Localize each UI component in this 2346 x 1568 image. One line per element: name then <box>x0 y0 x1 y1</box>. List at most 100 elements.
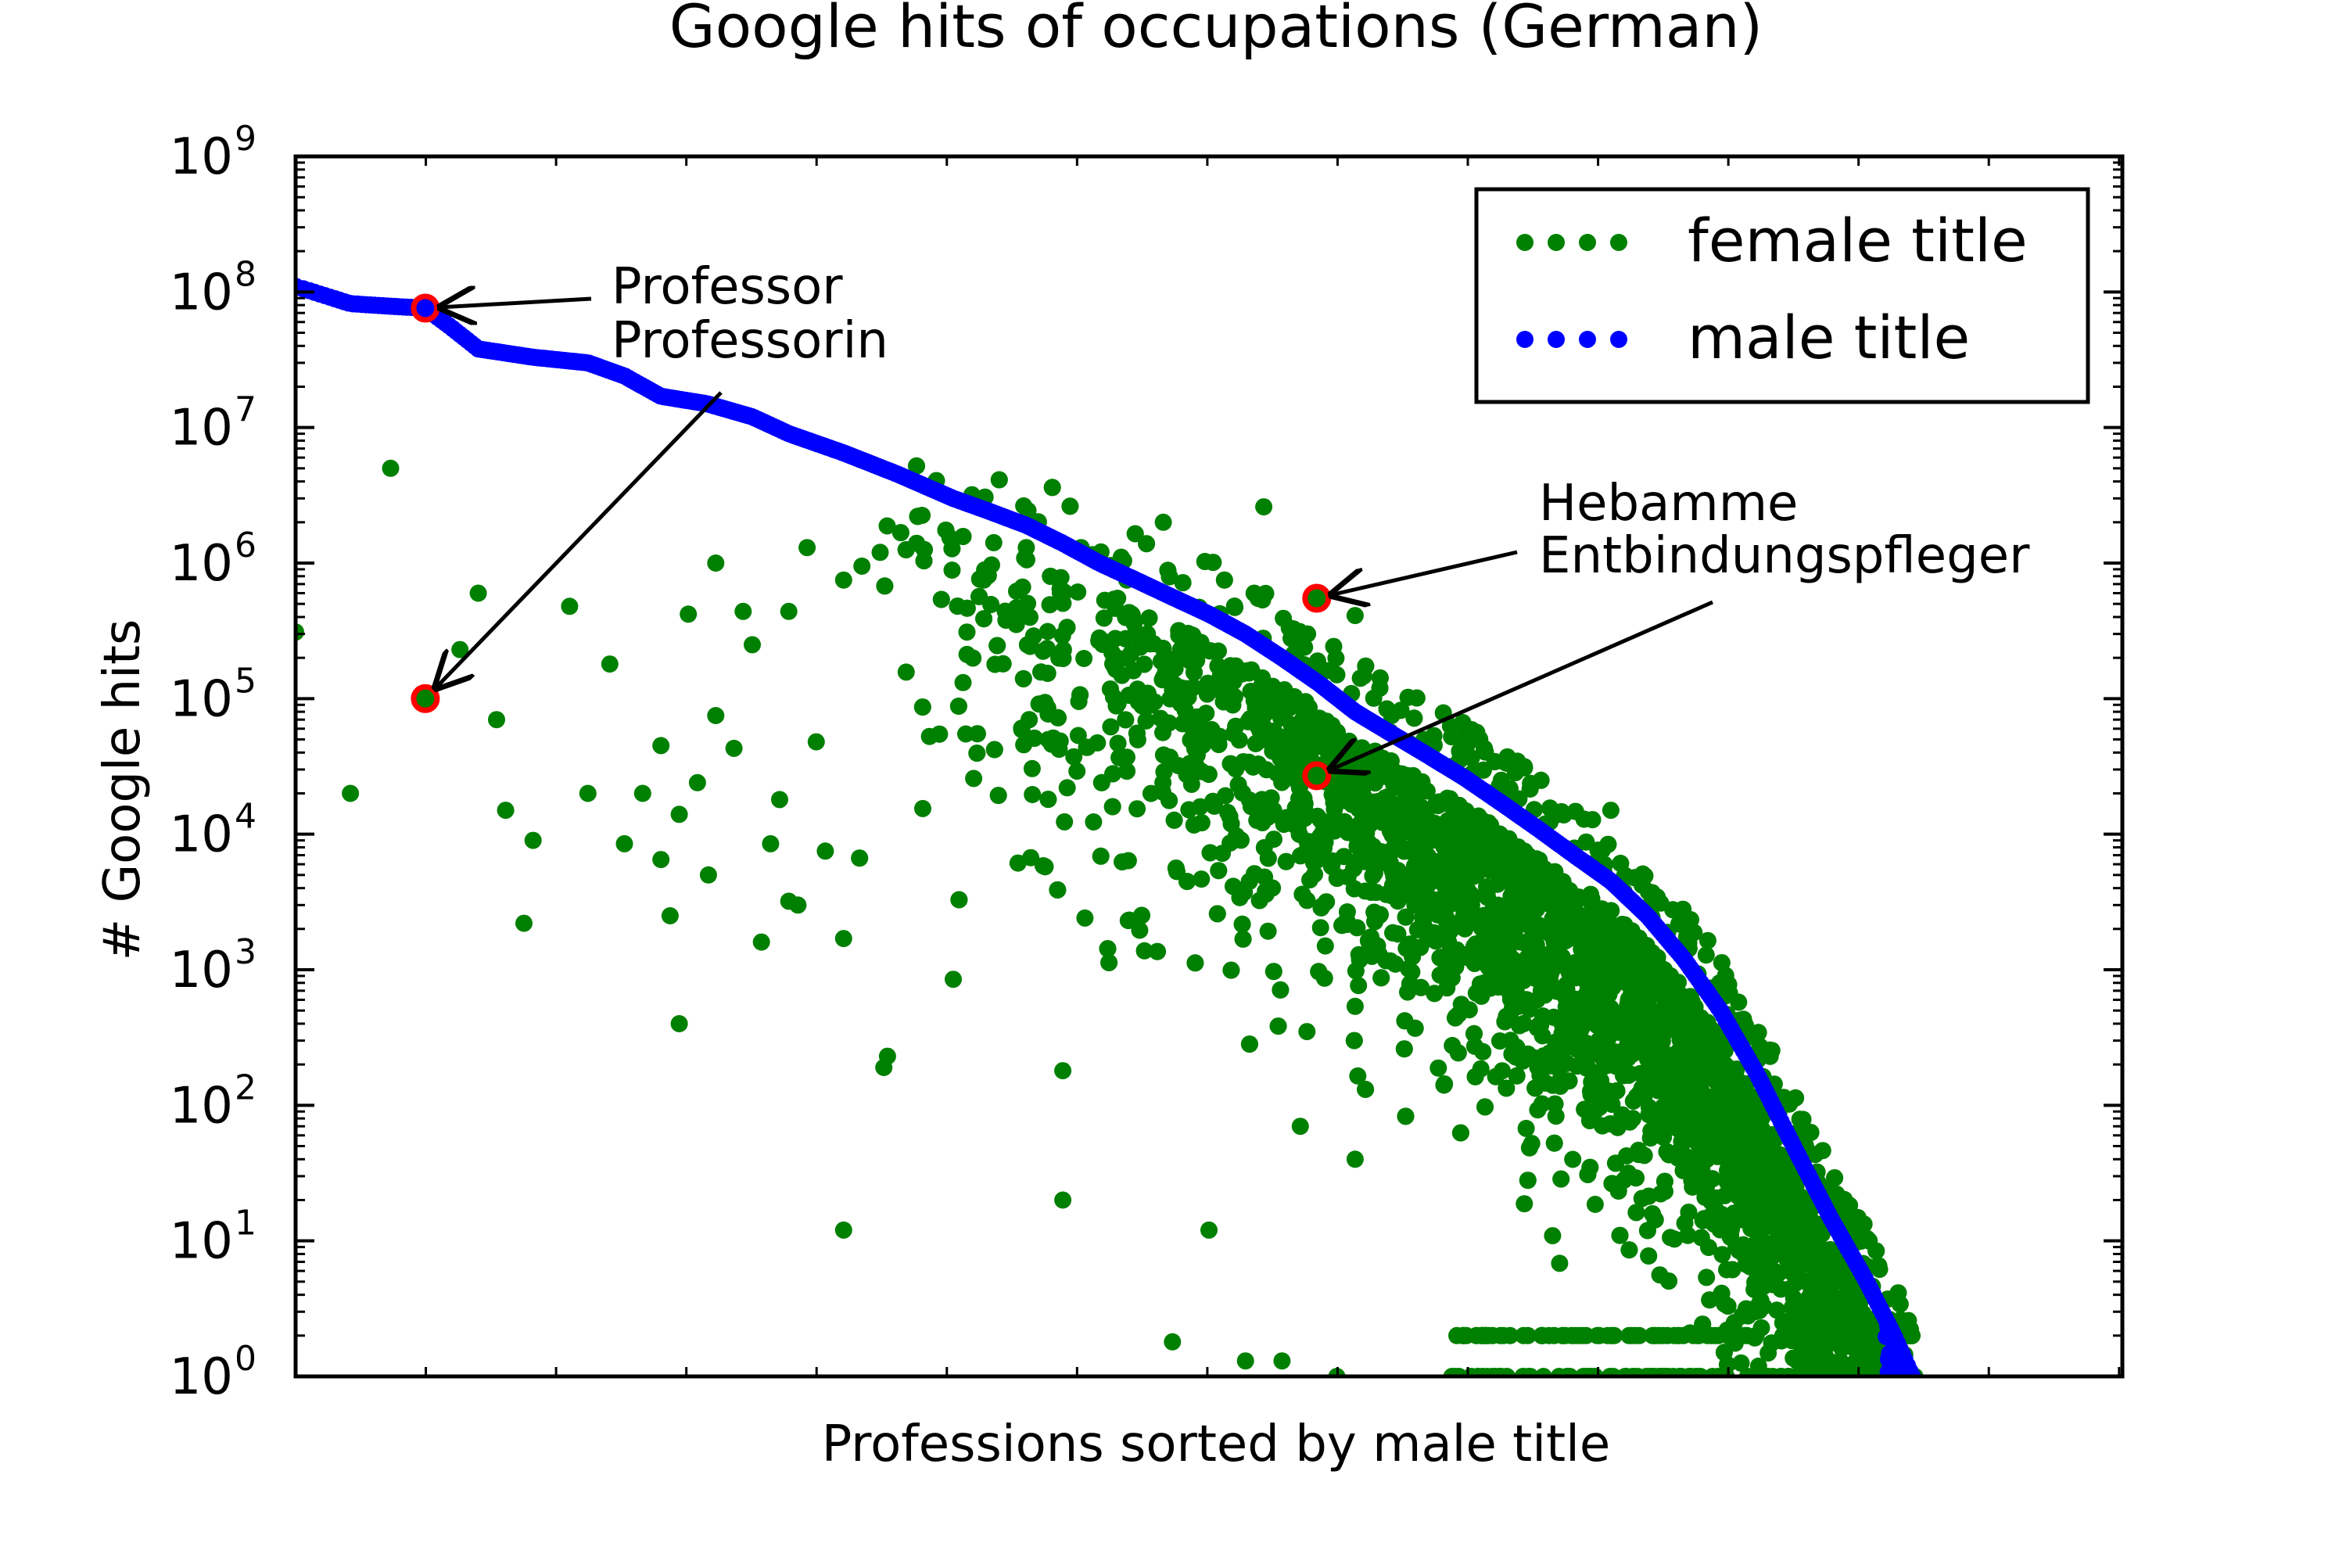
female-point <box>1551 1254 1568 1272</box>
female-point <box>1322 813 1339 831</box>
female-point <box>1698 946 1715 963</box>
female-point <box>1701 1065 1718 1082</box>
female-point <box>1351 951 1368 968</box>
female-point <box>1545 910 1562 928</box>
female-point <box>1264 880 1281 897</box>
female-point <box>1439 790 1456 807</box>
female-point <box>1629 1028 1646 1046</box>
female-point <box>1666 1097 1683 1114</box>
female-point <box>1599 1030 1616 1047</box>
female-point <box>1714 1143 1731 1160</box>
female-point <box>1368 937 1386 954</box>
female-point <box>1222 962 1239 979</box>
female-point <box>1484 967 1501 984</box>
female-point <box>1389 925 1406 942</box>
female-point <box>1550 806 1567 823</box>
female-point <box>1660 1272 1677 1290</box>
female-point <box>1639 1222 1656 1240</box>
female-point <box>1639 1050 1656 1067</box>
female-point <box>1400 689 1417 706</box>
female-point <box>990 787 1007 804</box>
female-point <box>1648 1124 1666 1141</box>
female-point <box>1602 999 1620 1017</box>
female-point <box>1346 880 1363 897</box>
female-point <box>1396 1040 1413 1057</box>
female-point <box>1624 1003 1641 1020</box>
female-point <box>914 800 931 817</box>
female-point <box>1752 1292 1770 1309</box>
female-point <box>1036 858 1053 875</box>
female-point <box>1177 680 1194 698</box>
female-point <box>1504 875 1521 892</box>
female-point <box>1496 945 1513 963</box>
female-point <box>1508 856 1525 873</box>
female-point <box>1107 661 1125 678</box>
female-point <box>1774 1244 1791 1261</box>
female-point <box>1360 818 1377 835</box>
female-point <box>985 534 1003 551</box>
female-point <box>1202 844 1219 861</box>
female-point <box>1447 1008 1465 1025</box>
female-point <box>1314 897 1331 914</box>
female-point <box>876 577 893 594</box>
female-point <box>1038 640 1056 657</box>
female-point <box>1569 1057 1586 1075</box>
female-point <box>1621 1114 1638 1131</box>
female-point <box>1634 1190 1651 1207</box>
female-point <box>1247 735 1264 752</box>
female-point <box>1351 851 1368 868</box>
female-point <box>1436 1077 1453 1094</box>
female-point <box>1627 1169 1645 1186</box>
female-point <box>1257 585 1274 602</box>
female-point <box>1298 892 1315 909</box>
female-point <box>955 674 972 691</box>
female-point <box>1039 665 1056 682</box>
female-point <box>1698 1268 1715 1286</box>
female-point <box>1166 812 1183 829</box>
female-point <box>1593 963 1610 981</box>
female-point <box>1403 963 1420 981</box>
female-point <box>1564 1151 1581 1168</box>
female-point <box>1193 870 1210 888</box>
female-point <box>1551 1078 1569 1095</box>
female-point <box>1194 737 1211 754</box>
female-point <box>1076 910 1093 927</box>
female-point <box>1397 1107 1415 1125</box>
female-point <box>1385 840 1402 857</box>
female-point <box>991 472 1008 489</box>
female-point <box>1298 1023 1315 1040</box>
female-point <box>1491 850 1508 867</box>
female-point <box>1104 798 1121 816</box>
female-point <box>1232 889 1249 906</box>
female-point <box>892 524 909 541</box>
female-point <box>1347 998 1364 1015</box>
female-point <box>1209 905 1226 922</box>
female-point <box>1720 1063 1738 1080</box>
female-point <box>1680 999 1697 1017</box>
female-point <box>1160 792 1178 809</box>
female-point <box>1555 1039 1573 1057</box>
female-point <box>1252 680 1269 697</box>
female-point <box>1537 1075 1555 1092</box>
female-point <box>1757 1235 1774 1252</box>
female-point <box>1202 642 1219 659</box>
female-point <box>1811 1226 1828 1243</box>
female-point <box>1522 780 1539 798</box>
female-point <box>1492 827 1509 844</box>
female-point <box>1584 811 1601 828</box>
female-point <box>1579 1166 1596 1183</box>
female-point <box>1297 697 1314 714</box>
female-point <box>1179 625 1196 642</box>
female-point <box>1386 956 1404 973</box>
female-point <box>1204 554 1221 571</box>
female-point <box>1222 657 1239 674</box>
female-point <box>1093 774 1110 791</box>
female-point <box>1525 874 1542 892</box>
female-point <box>1587 1103 1604 1120</box>
female-point <box>1096 609 1113 626</box>
female-point <box>1525 1049 1542 1066</box>
female-point <box>1412 938 1429 956</box>
female-point <box>1445 852 1462 869</box>
female-point <box>1792 1111 1809 1128</box>
female-point <box>1044 479 1061 496</box>
